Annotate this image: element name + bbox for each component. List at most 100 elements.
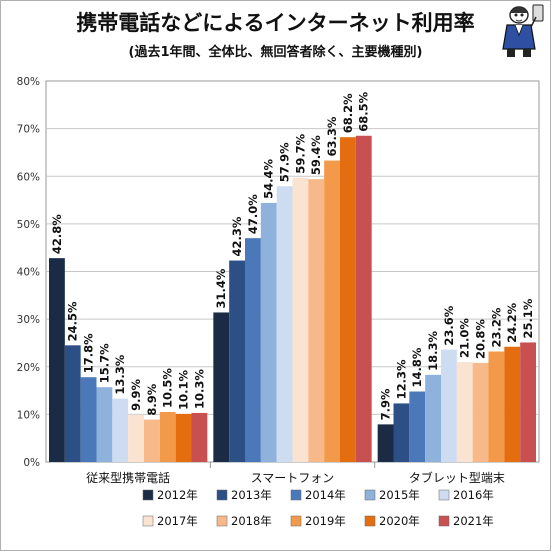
data-label: 54.4%: [262, 159, 276, 199]
data-label: 42.3%: [230, 216, 244, 256]
bar: [292, 177, 309, 462]
data-label: 9.9%: [129, 378, 143, 410]
data-label: 8.9%: [145, 383, 159, 415]
legend-swatch: [290, 515, 302, 527]
legend-label: 2020年: [379, 514, 420, 528]
bar: [276, 186, 293, 462]
data-label: 10.5%: [161, 368, 175, 408]
bar: [175, 413, 192, 462]
x-category-label: タブレット型端末: [409, 470, 505, 485]
bar: [472, 362, 489, 462]
bar: [245, 238, 261, 462]
data-label: 25.1%: [521, 298, 535, 338]
data-label: 23.2%: [489, 307, 503, 347]
bars-layer: [49, 135, 536, 463]
x-category-label: 従来型携帯電話: [86, 470, 170, 485]
data-label: 42.8%: [50, 214, 64, 254]
y-tick-label: 30%: [17, 314, 40, 326]
data-label: 59.7%: [293, 133, 307, 173]
data-label: 31.4%: [214, 268, 228, 308]
legend-swatch: [216, 489, 228, 501]
legend-label: 2017年: [157, 514, 198, 528]
data-label: 21.0%: [458, 318, 472, 358]
bar: [456, 361, 473, 462]
data-label: 57.9%: [278, 142, 292, 182]
data-label: 12.3%: [394, 359, 408, 399]
legend-swatch: [438, 515, 450, 527]
chart-title: 携帯電話などによるインターネット利用率: [76, 11, 475, 35]
bar: [112, 398, 129, 462]
bar: [441, 349, 457, 462]
bar: [159, 411, 176, 462]
axis-layer: 0% 10% 20% 30% 40% 50% 60% 70% 80% 従来型携帯電話 スマートフォン…: [17, 76, 505, 485]
legend-label: 2013年: [231, 488, 272, 502]
data-label: 10.1%: [177, 370, 191, 410]
bar: [340, 137, 356, 462]
legend-label: 2012年: [157, 488, 198, 502]
data-label: 13.3%: [113, 354, 127, 394]
bar: [520, 342, 536, 462]
y-tick-label: 50%: [17, 219, 40, 231]
bar: [260, 202, 277, 463]
bar: [213, 312, 230, 462]
data-label: 23.6%: [442, 305, 456, 345]
bar: [409, 391, 426, 462]
data-label: 7.9%: [379, 388, 393, 420]
legend-label: 2016年: [453, 488, 494, 502]
y-tick-label: 10%: [17, 409, 40, 421]
bar: [49, 258, 65, 462]
data-label: 10.3%: [192, 369, 206, 409]
bar: [425, 374, 441, 462]
bar: [377, 424, 394, 462]
bar: [144, 419, 160, 462]
data-label: 47.0%: [246, 194, 260, 234]
y-tick-label: 20%: [17, 362, 40, 374]
data-label: 15.7%: [97, 343, 111, 383]
legend-swatch: [438, 489, 450, 501]
y-tick-label: 80%: [17, 76, 40, 88]
legend-swatch: [364, 489, 376, 501]
legend-label: 2019年: [305, 514, 346, 528]
bar: [229, 260, 245, 462]
x-category-label: スマートフォン: [251, 471, 335, 485]
bar: [128, 414, 144, 462]
y-tick-label: 0%: [23, 457, 40, 469]
legend-label: 2015年: [379, 488, 420, 502]
bar: [504, 346, 521, 462]
data-label: 24.5%: [66, 301, 80, 341]
data-label: 18.3%: [426, 330, 440, 370]
data-labels-layer: 42.8%24.5%17.8% 15.7% 13.3%9.9% 8.9% 10.5% 10…: [50, 91, 535, 420]
data-label: 24.2%: [505, 302, 519, 342]
legend-label: 2014年: [305, 488, 346, 502]
legend-swatch: [290, 489, 302, 501]
data-label: 59.4%: [309, 135, 323, 175]
mascot-figure: [502, 4, 544, 57]
legend: 2012年 2013年 2014年 2015年 2016年 2017年 2018年 2019年…: [142, 488, 494, 528]
legend-swatch: [142, 515, 154, 527]
data-label: 68.2%: [341, 93, 355, 133]
mascot-logo: [502, 4, 544, 57]
bar: [191, 412, 208, 462]
y-tick-label: 40%: [17, 267, 40, 279]
legend-label: 2021年: [453, 514, 494, 528]
data-label: 17.8%: [82, 333, 96, 373]
bar: [64, 345, 81, 462]
data-label: 68.5%: [357, 91, 371, 131]
y-tick-label: 60%: [17, 171, 40, 183]
legend-swatch: [142, 489, 154, 501]
data-label: 14.8%: [410, 347, 424, 387]
y-tick-label: 70%: [17, 124, 40, 136]
legend-label: 2018年: [231, 514, 272, 528]
data-label: 63.3%: [325, 116, 339, 156]
bar: [324, 160, 340, 462]
data-label: 20.8%: [474, 319, 488, 359]
bar: [80, 377, 97, 462]
bar: [96, 387, 113, 462]
bar: [488, 351, 505, 462]
bar: [393, 403, 410, 462]
bar: [355, 135, 372, 463]
legend-swatch: [364, 515, 376, 527]
legend-swatch: [216, 515, 228, 527]
